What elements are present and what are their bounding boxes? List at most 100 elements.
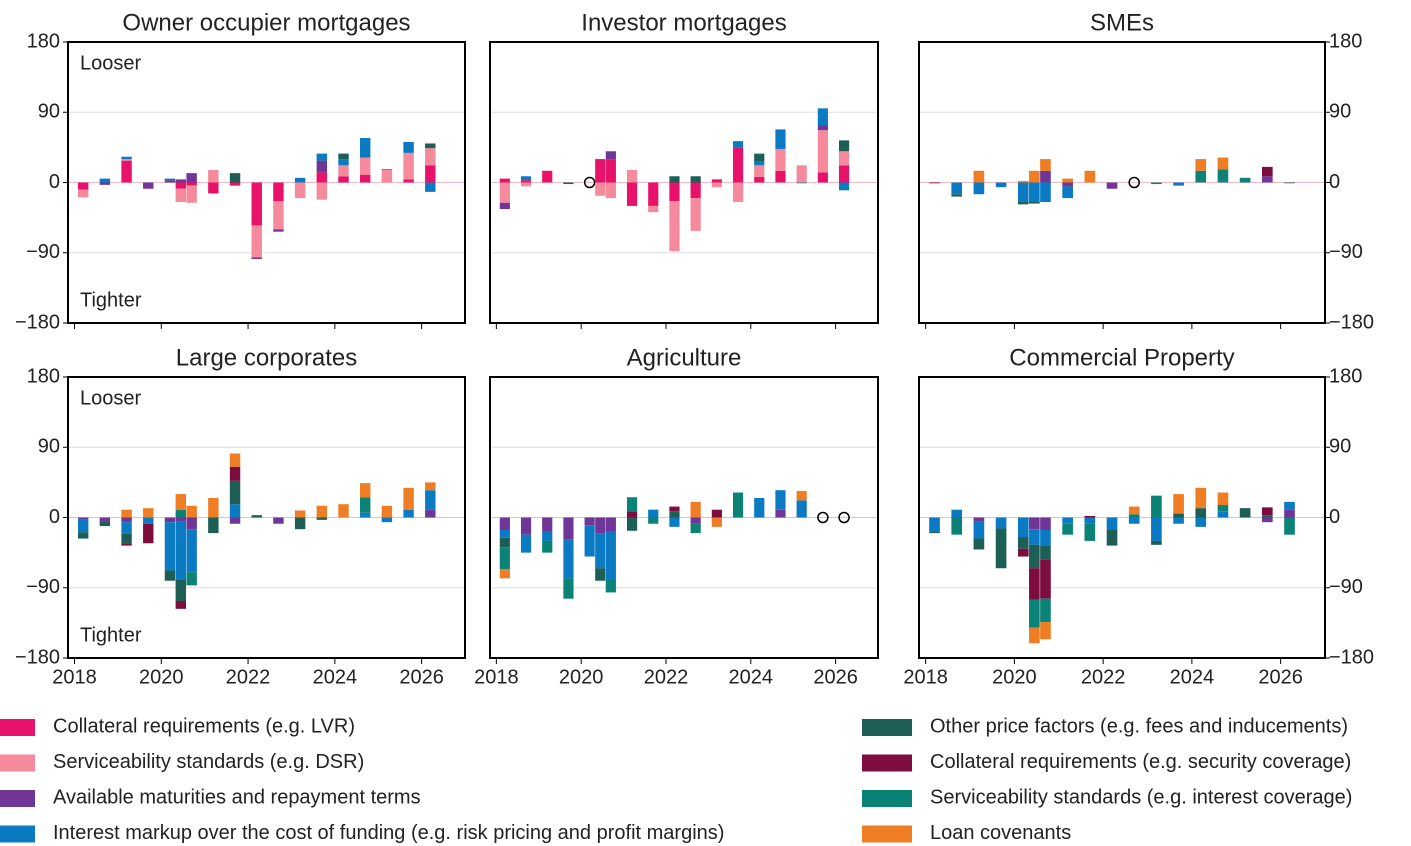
y-tick-label: 90: [38, 436, 60, 458]
bar-segment: [316, 517, 328, 520]
panel-title: Agriculture: [627, 344, 742, 371]
bar-segment: [1217, 492, 1229, 506]
bar-segment: [817, 130, 828, 173]
bar-segment: [229, 480, 241, 505]
panel-frame: [489, 41, 879, 324]
bar-segment: [338, 504, 349, 518]
bar-segment: [251, 182, 262, 226]
panel-title: Investor mortgages: [581, 9, 786, 36]
bar-segment: [1017, 537, 1029, 549]
x-tick-label: 2018: [474, 666, 519, 688]
bar-segment: [626, 170, 638, 183]
bar-segment: [316, 160, 328, 173]
bar-segment: [208, 170, 219, 183]
bar-segment: [595, 568, 606, 581]
bar-segment: [164, 522, 176, 571]
bar-segment: [175, 179, 187, 183]
bar-segment: [403, 487, 414, 510]
bar-segment: [542, 517, 553, 532]
x-tick-label: 2024: [729, 666, 774, 688]
bar-segment: [1217, 180, 1229, 183]
bar-segment: [595, 533, 606, 569]
bar-segment: [520, 517, 532, 535]
zero-marker: [838, 511, 850, 524]
bar-segment: [1040, 598, 1051, 623]
bar-segment: [520, 180, 532, 183]
bar-segment: [1029, 544, 1040, 569]
legend-label: Loan covenants: [930, 822, 1071, 844]
bar-segment: [1173, 182, 1184, 186]
bar-segment: [403, 152, 414, 180]
x-tick-label: 2026: [399, 666, 444, 688]
bar-segment: [1017, 548, 1029, 557]
x-tick-label: 2022: [1081, 666, 1126, 688]
legend-label: Interest markup over the cost of funding…: [53, 822, 724, 844]
bar-segment: [951, 509, 963, 518]
bar-segment: [121, 543, 132, 546]
panel-frame: [67, 376, 466, 659]
bar-segment: [1173, 494, 1184, 514]
bar-segment: [542, 170, 553, 183]
bar-segment: [1128, 514, 1140, 518]
bar-segment: [164, 517, 176, 523]
bar-segment: [381, 170, 393, 183]
bar-segment: [499, 547, 510, 570]
bar-segment: [520, 176, 532, 181]
bar-segment: [273, 201, 284, 230]
bar-segment: [294, 177, 306, 183]
bar-segment: [1029, 529, 1040, 545]
bar-segment: [294, 182, 306, 199]
zero-marker: [583, 176, 596, 189]
panel-title: Large corporates: [176, 344, 357, 371]
bar-segment: [951, 194, 963, 197]
bar-segment: [626, 511, 638, 518]
bar-segment: [817, 108, 828, 126]
bar-segment: [1040, 159, 1051, 171]
bar-segment: [1040, 517, 1051, 530]
bar-segment: [381, 505, 393, 518]
bar-segment: [99, 178, 111, 183]
bar-segment: [775, 170, 786, 183]
bar-segment: [1106, 529, 1118, 546]
legend-label: Serviceability standards (e.g. DSR): [53, 751, 364, 773]
bar-segment: [360, 497, 371, 513]
bar-segment: [973, 182, 985, 195]
bar-segment: [208, 497, 219, 518]
bar-segment: [669, 182, 680, 202]
bar-segment: [838, 140, 850, 152]
panel-frame: [489, 376, 879, 659]
bar-segment: [669, 176, 680, 183]
bar-segment: [175, 182, 187, 189]
bar-segment: [175, 521, 187, 580]
bar-segment: [77, 519, 89, 533]
bar-segment: [1062, 182, 1073, 187]
bar-segment: [796, 500, 807, 518]
bar-segment: [1040, 529, 1051, 546]
bar-segment: [732, 147, 744, 183]
panel-frame: [918, 376, 1326, 659]
bar-segment: [381, 517, 393, 523]
y-tick-label: −90: [26, 576, 60, 598]
bar-segment: [775, 490, 786, 510]
bar-segment: [690, 517, 701, 524]
bar-segment: [121, 159, 132, 161]
bar-segment: [425, 143, 436, 149]
bar-segment: [584, 517, 595, 526]
bar-segment: [775, 509, 786, 518]
legend-label: Other price factors (e.g. fees and induc…: [930, 715, 1348, 737]
bar-segment: [995, 528, 1007, 569]
bar-segment: [838, 151, 850, 166]
annotation: Tighter: [80, 624, 142, 646]
bar-segment: [973, 170, 985, 183]
y-tick-label: 180: [27, 365, 60, 387]
bar-segment: [563, 517, 574, 540]
bar-segment: [1084, 170, 1096, 183]
bar-segment: [499, 569, 510, 579]
bar-segment: [186, 529, 197, 573]
legend-swatch: [0, 754, 35, 772]
bar-segment: [360, 483, 371, 498]
bar-segment: [1195, 159, 1207, 171]
bar-segment: [1029, 599, 1040, 628]
x-tick-label: 2018: [52, 666, 97, 688]
x-tick-label: 2018: [903, 666, 948, 688]
